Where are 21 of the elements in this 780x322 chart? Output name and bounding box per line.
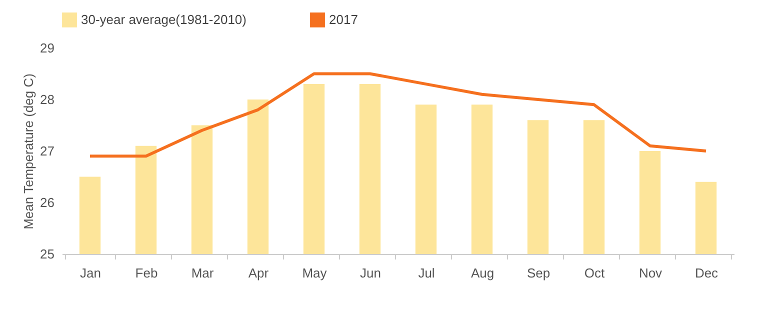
x-tick-label: Aug (470, 266, 494, 280)
x-tick-label: Jan (80, 266, 101, 280)
x-tick-label: Jul (418, 266, 435, 280)
legend-label: 30-year average(1981-2010) (81, 12, 246, 27)
y-tick-label: 28 (40, 92, 54, 107)
legend-label: 2017 (329, 12, 358, 27)
y-tick-label: 27 (40, 144, 54, 158)
x-tick-label: Dec (694, 266, 719, 280)
y-tick-label: 26 (40, 195, 54, 210)
x-tick-label: May (302, 266, 328, 280)
line-series (88, 72, 708, 158)
x-tick-label: Sep (526, 266, 550, 280)
x-tick-label: Jun (360, 266, 381, 280)
y-tick-label: 25 (40, 246, 54, 262)
y-axis-title: Mean Temperature (deg C) (21, 74, 36, 230)
x-tick-label: Mar (191, 266, 214, 280)
x-tick-label: Oct (584, 266, 605, 280)
x-tick-label: Nov (638, 266, 663, 280)
x-tick-label: Feb (135, 266, 158, 280)
x-tick-label: Apr (248, 266, 270, 280)
y-tick-label: 29 (40, 40, 54, 56)
